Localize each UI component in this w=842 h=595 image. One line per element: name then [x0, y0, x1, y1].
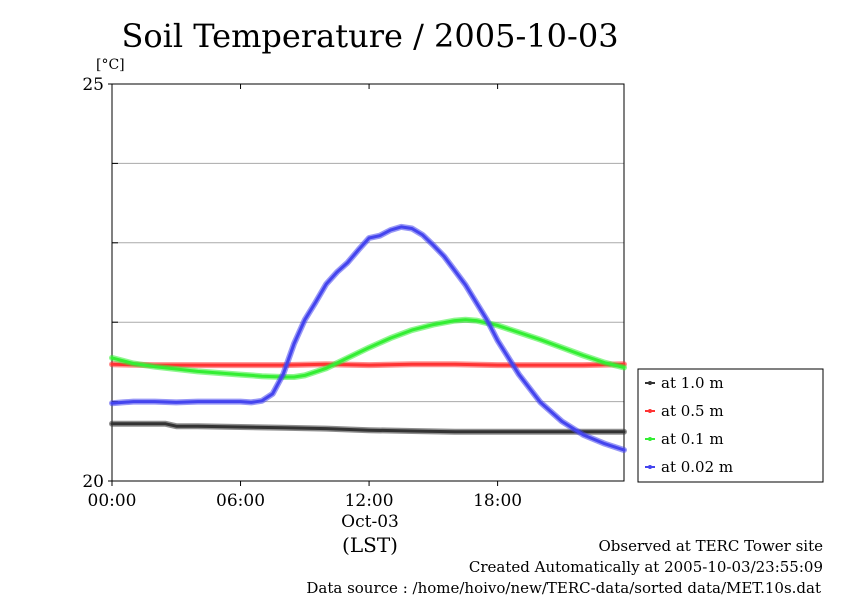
chart-title: Soil Temperature / 2005-10-03 — [121, 17, 618, 55]
series-line — [110, 225, 626, 452]
x-date-label: Oct-03 — [341, 512, 399, 532]
series-line — [110, 422, 626, 434]
footer-site: Observed at TERC Tower site — [598, 537, 823, 555]
legend-label: at 0.02 m — [661, 458, 733, 476]
x-tick-label: 12:00 — [345, 491, 394, 511]
legend-marker — [648, 409, 652, 413]
x-tick-label: 18:00 — [473, 491, 522, 511]
legend-marker — [648, 381, 652, 385]
legend-marker — [648, 437, 652, 441]
legend-box — [637, 368, 824, 483]
legend-label: at 0.5 m — [661, 402, 724, 420]
series-line — [110, 318, 626, 379]
footer-data-source: Data source : /home/hoivo/new/TERC-data/… — [306, 579, 821, 595]
series-line — [110, 362, 626, 367]
y-axis-unit: [°C] — [96, 57, 125, 73]
x-axis-ticks: 00:00 06:00 12:00 18:00 — [88, 84, 522, 511]
legend-label: at 0.1 m — [661, 430, 724, 448]
y-tick-label-bottom: 20 — [82, 472, 104, 492]
series-line-halo — [109, 223, 627, 453]
x-tick-label: 06:00 — [216, 491, 265, 511]
legend: at 1.0 m at 0.5 m at 0.1 m at 0.02 m — [637, 368, 824, 483]
footer-created: Created Automatically at 2005-10-03/23:5… — [469, 558, 823, 576]
y-tick-label-top: 25 — [82, 75, 104, 95]
x-axis-label: (LST) — [342, 533, 398, 557]
legend-marker — [648, 465, 652, 469]
x-tick-label: 00:00 — [88, 491, 137, 511]
gridlines — [108, 83, 624, 482]
series-group — [109, 223, 627, 453]
legend-label: at 1.0 m — [661, 374, 724, 392]
plot-frame — [111, 83, 625, 482]
